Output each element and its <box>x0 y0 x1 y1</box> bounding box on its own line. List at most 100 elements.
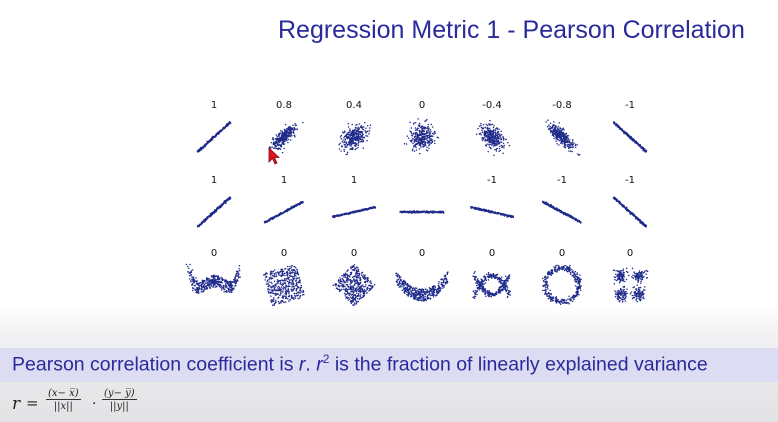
scatter-point <box>237 273 239 275</box>
scatter-point <box>296 294 298 296</box>
scatter-point <box>287 132 290 134</box>
scatter-point <box>357 143 359 145</box>
scatter-point <box>270 278 273 280</box>
scatter-point <box>343 150 346 152</box>
scatter-plot <box>332 264 376 306</box>
scatter-point <box>415 138 417 140</box>
scatter-point <box>356 139 359 141</box>
scatter-point <box>506 216 508 218</box>
scatter-point <box>346 293 348 295</box>
correlation-scatter-grid: 1 0.8 0.4 0 -0.4 -0.8 -1 1 1 1 -1 -1 -1 0 0 0 0 0 0 0 <box>185 100 662 306</box>
scatter-point <box>484 140 486 142</box>
scatter-point <box>273 285 275 287</box>
scatter-point <box>559 142 562 144</box>
scatter-point <box>358 141 360 143</box>
scatter-point <box>372 207 374 209</box>
scatter-point <box>352 278 355 280</box>
scatter-point <box>426 139 429 142</box>
scatter-panel: 0.8 <box>252 100 316 162</box>
scatter-point <box>399 211 401 213</box>
scatter-point <box>500 130 502 133</box>
scatter-point <box>225 279 228 282</box>
scatter-point <box>281 137 283 139</box>
scatter-point <box>202 290 205 292</box>
scatter-point <box>411 149 414 152</box>
scatter-point <box>423 145 426 147</box>
scatter-point <box>280 275 282 277</box>
scatter-point <box>491 139 493 142</box>
scatter-point <box>283 278 286 280</box>
scatter-point <box>642 148 644 150</box>
scatter-point <box>236 270 238 273</box>
scatter-point <box>486 124 489 127</box>
scatter-point <box>352 138 355 140</box>
scatter-point <box>229 284 231 286</box>
scatter-point <box>353 145 356 147</box>
scatter-point <box>277 273 280 276</box>
scatter-point <box>343 137 345 139</box>
scatter-point <box>571 139 574 142</box>
scatter-point <box>501 146 503 149</box>
scatter-point <box>482 138 485 141</box>
scatter-point <box>213 212 215 214</box>
correlation-label: -0.8 <box>552 100 572 111</box>
scatter-point <box>285 286 287 288</box>
scatter-point <box>205 285 208 287</box>
scatter-point <box>277 285 280 288</box>
scatter-point <box>405 143 408 145</box>
scatter-point <box>203 218 206 221</box>
scatter-point <box>282 139 285 142</box>
scatter-point <box>266 272 268 275</box>
scatter-point <box>578 153 581 156</box>
scatter-point <box>299 279 301 282</box>
scatter-point <box>366 139 368 142</box>
scatter-point <box>494 129 497 132</box>
scatter-point <box>361 132 363 134</box>
scatter-point <box>572 146 575 148</box>
scatter-point <box>426 146 428 148</box>
scatter-point <box>273 287 276 290</box>
scatter-point <box>289 270 291 273</box>
scatter-point <box>502 142 505 145</box>
scatter-point <box>289 126 292 129</box>
scatter-point <box>358 139 360 141</box>
scatter-point <box>229 197 232 199</box>
scatter-point <box>264 279 266 281</box>
scatter-point <box>215 133 218 136</box>
scatter-point <box>290 289 293 291</box>
scatter-point <box>629 212 632 215</box>
scatter-point <box>274 146 276 148</box>
scatter-point <box>418 139 421 142</box>
scatter-point <box>354 141 357 144</box>
scatter-point <box>342 132 345 134</box>
scatter-point <box>480 122 482 125</box>
scatter-point <box>294 277 296 279</box>
scatter-point <box>492 211 494 214</box>
scatter-point <box>290 265 293 267</box>
scatter-point <box>474 206 476 209</box>
scatter-point <box>556 127 559 129</box>
scatter-point <box>224 200 226 202</box>
scatter-point <box>266 281 268 283</box>
scatter-point <box>361 138 364 140</box>
scatter-point <box>192 289 194 292</box>
scatter-point <box>624 206 626 209</box>
scatter-point <box>296 287 299 289</box>
scatter-point <box>481 129 483 131</box>
scatter-panel: -1 <box>598 175 662 237</box>
scatter-point <box>358 123 360 125</box>
scatter-point <box>282 274 285 276</box>
scatter-point <box>562 127 565 130</box>
scatter-point <box>226 123 229 126</box>
scatter-point <box>560 130 563 133</box>
scatter-point <box>346 132 349 134</box>
scatter-point <box>273 298 275 300</box>
scatter-point <box>275 271 277 274</box>
scatter-point <box>421 138 424 140</box>
scatter-point <box>283 135 285 138</box>
scatter-point <box>439 211 442 213</box>
scatter-point <box>361 134 363 137</box>
scatter-point <box>281 133 283 135</box>
scatter-point <box>231 291 233 294</box>
scatter-point <box>235 281 237 284</box>
